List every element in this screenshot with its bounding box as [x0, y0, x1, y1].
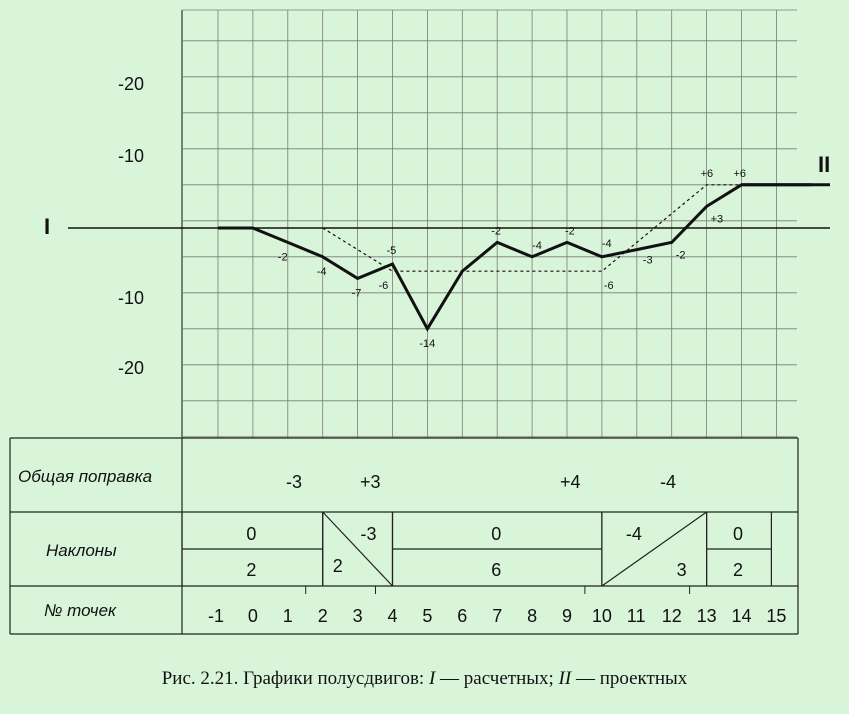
- point-number: 2: [318, 606, 328, 626]
- point-label: -6: [604, 280, 614, 292]
- point-number: 14: [732, 606, 752, 626]
- caption-i-text: — расчетных;: [435, 668, 559, 689]
- y-tick-label: -10: [118, 288, 144, 308]
- slope-top-value: 0: [246, 524, 256, 544]
- point-label: -6: [379, 280, 389, 292]
- line-label-i: I: [44, 214, 50, 239]
- row-label-points: № точек: [44, 601, 117, 620]
- y-tick-label: -20: [118, 74, 144, 94]
- point-label: -7: [352, 287, 362, 299]
- point-label: +6: [701, 168, 714, 180]
- point-number: 4: [388, 606, 398, 626]
- point-number: 10: [592, 606, 612, 626]
- chart-point-labels: -2 -4 -7 -5 -14 -2 -4 -2 -4 -3 -2 +3 +6 -6 -6 +6: [278, 168, 746, 350]
- total-correction-value: +3: [360, 472, 381, 492]
- point-number: 8: [527, 606, 537, 626]
- point-number: 11: [627, 606, 646, 626]
- y-tick-label: -10: [118, 146, 144, 166]
- caption-ii: II: [558, 668, 572, 689]
- point-number: 6: [457, 606, 467, 626]
- figure-caption: Рис. 2.21. Графики полусдвигов: I — расч…: [0, 668, 849, 690]
- slope-top-value: -3: [361, 524, 377, 544]
- point-label: -2: [676, 249, 686, 261]
- point-number: 15: [766, 606, 786, 626]
- point-number: 3: [353, 606, 363, 626]
- slope-bottom-value: 6: [491, 560, 501, 580]
- point-label: +3: [711, 213, 724, 225]
- point-label: -3: [643, 255, 653, 267]
- slope-top-value: 0: [733, 524, 743, 544]
- slope-top-value: 0: [491, 524, 501, 544]
- row-label-slopes: Наклоны: [46, 541, 117, 560]
- slope-bottom-value: 3: [677, 560, 687, 580]
- point-label: -14: [419, 338, 435, 350]
- point-number: 9: [562, 606, 572, 626]
- point-number: 0: [248, 606, 258, 626]
- series-ii-line: [322, 184, 742, 272]
- point-number: 13: [697, 606, 717, 626]
- point-number: 7: [492, 606, 502, 626]
- point-label: -2: [491, 225, 501, 237]
- slope-diagonal: [322, 511, 393, 587]
- slope-bottom-value: 2: [733, 560, 743, 580]
- row-label-total: Общая поправка: [18, 467, 152, 486]
- total-correction-value: +4: [560, 472, 581, 492]
- caption-prefix: Рис. 2.21. Графики полусдвигов:: [161, 668, 429, 689]
- point-label: -4: [317, 266, 327, 278]
- total-correction-value: -4: [660, 472, 676, 492]
- point-number: -1: [208, 606, 224, 626]
- slope-bottom-value: 2: [333, 556, 343, 576]
- caption-ii-text: — проектных: [571, 668, 688, 689]
- slope-bottom-value: 2: [246, 560, 256, 580]
- point-label: -2: [565, 225, 575, 237]
- point-number: 12: [662, 606, 682, 626]
- point-label: -4: [532, 240, 542, 252]
- chart-lines: [218, 183, 830, 332]
- point-number: 5: [422, 606, 432, 626]
- point-label: -5: [387, 245, 397, 257]
- slope-diagonal: [601, 511, 707, 587]
- slope-top-value: -4: [626, 524, 642, 544]
- chart-grid: [68, 9, 830, 438]
- point-label: +6: [734, 168, 747, 180]
- total-correction-value: -3: [286, 472, 302, 492]
- line-label-ii: II: [818, 152, 830, 177]
- point-label: -4: [602, 238, 612, 250]
- series-i-line: [218, 183, 812, 332]
- y-tick-label: -20: [118, 358, 144, 378]
- point-number: 1: [283, 606, 293, 626]
- point-label: -2: [278, 251, 288, 263]
- caption-i: I: [428, 668, 436, 689]
- chart-table: Общая поправка Наклоны № точек -3 +3 -4 +4 0 2 -3…: [9, 437, 799, 635]
